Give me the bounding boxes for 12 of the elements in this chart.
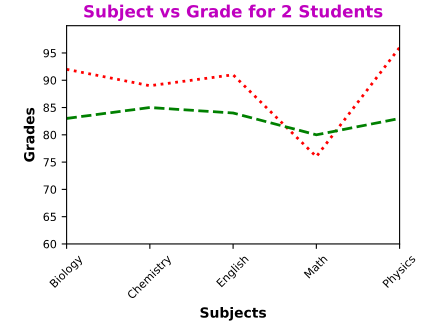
y-axis-title: Grades (24, 108, 34, 162)
y-tick-label: 65 (44, 212, 56, 222)
x-axis-title: Subjects (200, 307, 266, 321)
y-tick-label: 75 (44, 158, 56, 166)
y-tick-label: 95 (43, 48, 56, 58)
y-tick-label: 90 (43, 76, 56, 85)
y-tick-label: 60 (44, 240, 56, 248)
y-tick-label: 70 (44, 185, 56, 194)
line-series (66, 46, 400, 158)
chart-title: Subject vs Grade for 2 Students (84, 4, 382, 21)
y-tick-label: 85 (43, 104, 56, 112)
y-tick-label: 80 (43, 130, 56, 140)
